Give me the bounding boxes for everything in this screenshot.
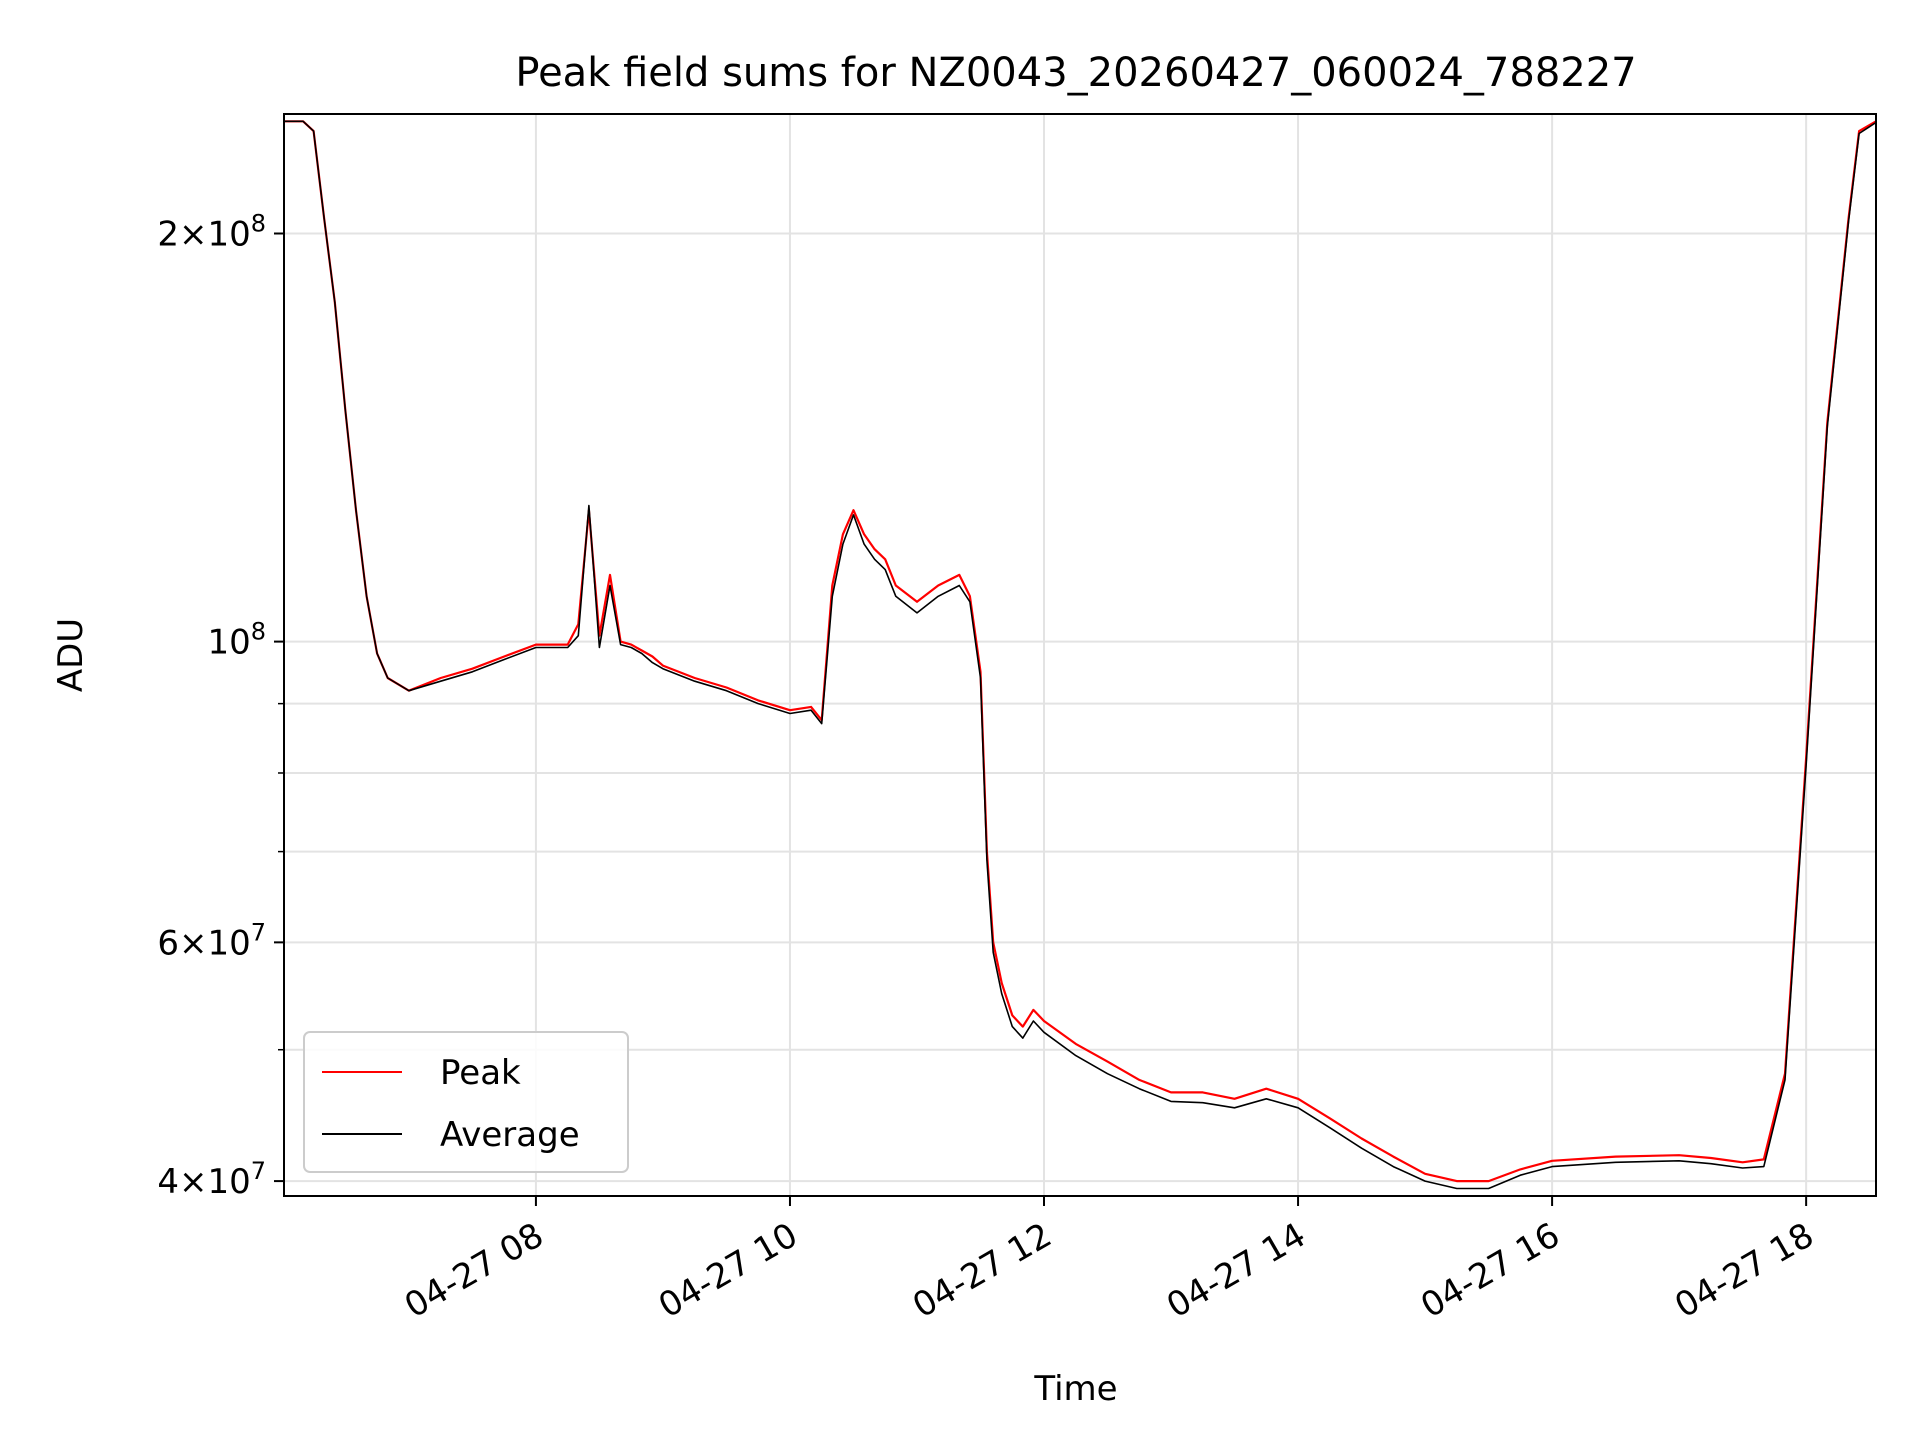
legend-label-peak: Peak: [440, 1053, 521, 1093]
series-line-average: [284, 120, 1877, 1190]
y-tick-label: 2×108: [157, 209, 266, 254]
x-axis-label: Time: [1033, 1369, 1117, 1409]
chart-title: Peak field sums for NZ0043_20260427_0600…: [515, 50, 1636, 96]
legend: Peak Average: [303, 1031, 629, 1173]
series-line-peak: [284, 120, 1877, 1183]
y-tick-exponent: 8: [251, 618, 266, 646]
y-axis-label: ADU: [51, 618, 91, 692]
y-tick-exponent: 8: [251, 209, 266, 237]
legend-label-average: Average: [440, 1115, 580, 1155]
legend-box: [303, 1031, 629, 1173]
y-tick-label: 108: [207, 618, 266, 663]
plot-frame: [283, 113, 1877, 1197]
y-tick-exponent: 7: [251, 1157, 266, 1185]
y-tick-label: 6×107: [157, 918, 266, 963]
grid: [284, 114, 1876, 1196]
y-tick-exponent: 7: [251, 918, 266, 946]
series-lines: [284, 120, 1877, 1190]
y-tick-label: 4×107: [157, 1157, 266, 1202]
